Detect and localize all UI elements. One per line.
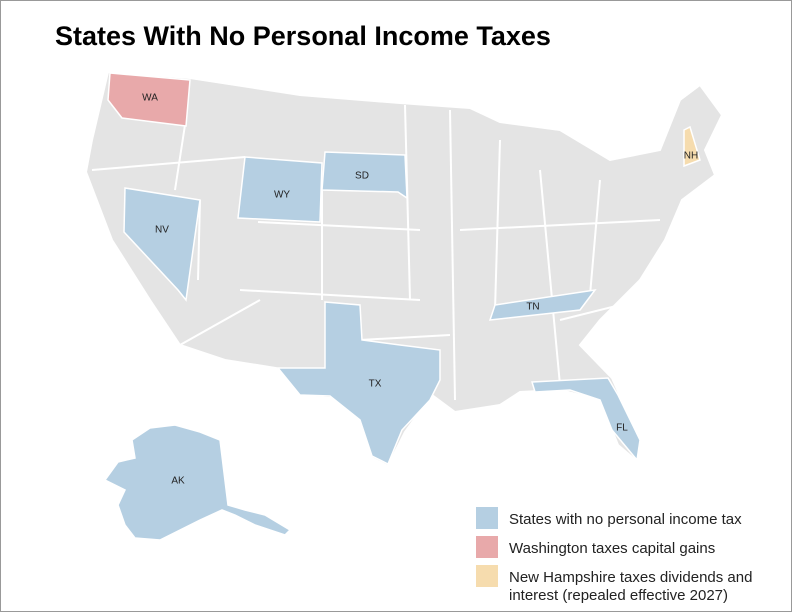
state-label: TN <box>526 302 539 313</box>
legend-swatch <box>476 565 498 587</box>
legend-swatch <box>476 536 498 558</box>
legend-label: interest (repealed effective 2027) <box>509 587 728 604</box>
alaska-base <box>103 424 292 541</box>
state-shape <box>123 187 201 302</box>
state-label: WA <box>142 93 158 104</box>
state-shape <box>107 72 191 127</box>
state-shape <box>488 288 597 321</box>
state-label: WY <box>274 190 290 201</box>
state-shape <box>276 301 441 466</box>
title: States With No Personal Income Taxes <box>55 21 551 51</box>
state-label: NH <box>684 151 698 162</box>
state-label: NV <box>155 225 169 236</box>
legend-label: Washington taxes capital gains <box>509 540 715 557</box>
legend-swatch <box>476 507 498 529</box>
state-shape <box>531 377 641 462</box>
state-shape <box>237 156 323 223</box>
legend-label: States with no personal income tax <box>509 511 742 528</box>
state-label: AK <box>171 476 185 487</box>
legend-label: New Hampshire taxes dividends and <box>509 569 752 586</box>
state-shape <box>321 151 408 200</box>
state-label: TX <box>369 379 382 390</box>
state-shape <box>683 125 701 168</box>
state-label: FL <box>616 423 628 434</box>
state-label: SD <box>355 171 369 182</box>
state-borders <box>91 104 661 401</box>
